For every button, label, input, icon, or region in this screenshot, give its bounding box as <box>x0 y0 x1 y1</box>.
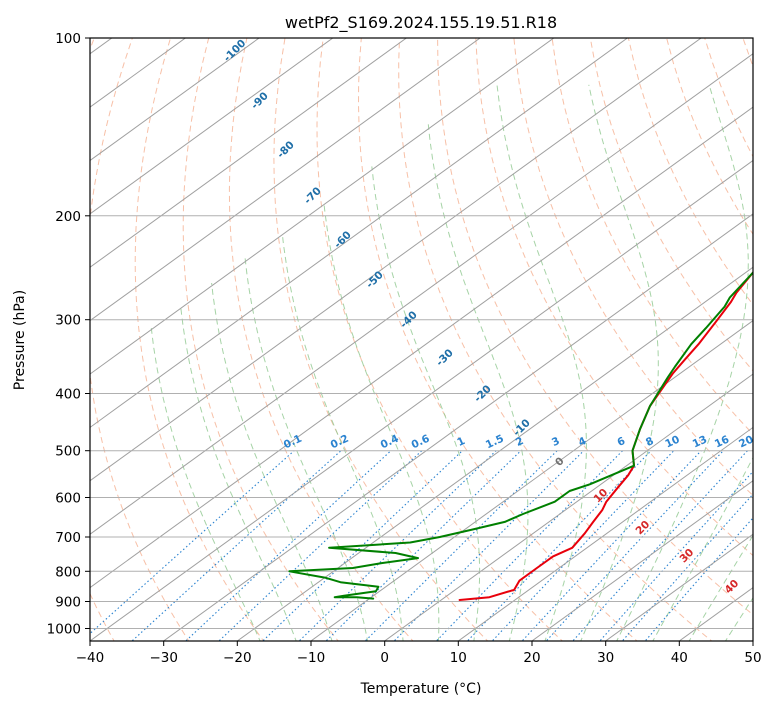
x-tick-label: −10 <box>297 650 326 666</box>
x-axis-label: Temperature (°C) <box>360 681 482 697</box>
x-tick-label: 30 <box>597 650 614 666</box>
x-tick-label: 20 <box>523 650 540 666</box>
x-tick-label: 40 <box>671 650 688 666</box>
x-tick-label: −30 <box>149 650 178 666</box>
y-tick-label: 300 <box>55 313 81 329</box>
y-axis-label: Pressure (hPa) <box>12 290 28 390</box>
y-tick-label: 500 <box>55 444 81 460</box>
y-tick-label: 200 <box>55 209 81 225</box>
y-tick-label: 600 <box>55 491 81 507</box>
y-tick-label: 1000 <box>47 622 81 638</box>
x-tick-label: 50 <box>744 650 761 666</box>
x-tick-label: −20 <box>223 650 252 666</box>
y-tick-label: 800 <box>55 564 81 580</box>
y-tick-label: 100 <box>55 31 81 47</box>
x-tick-label: 10 <box>450 650 467 666</box>
chart-title: wetPf2_S169.2024.155.19.51.R18 <box>285 13 557 33</box>
x-tick-label: −40 <box>76 650 105 666</box>
y-tick-label: 700 <box>55 530 81 546</box>
x-tick-label: 0 <box>380 650 389 666</box>
y-tick-label: 900 <box>55 595 81 611</box>
y-tick-label: 400 <box>55 387 81 403</box>
